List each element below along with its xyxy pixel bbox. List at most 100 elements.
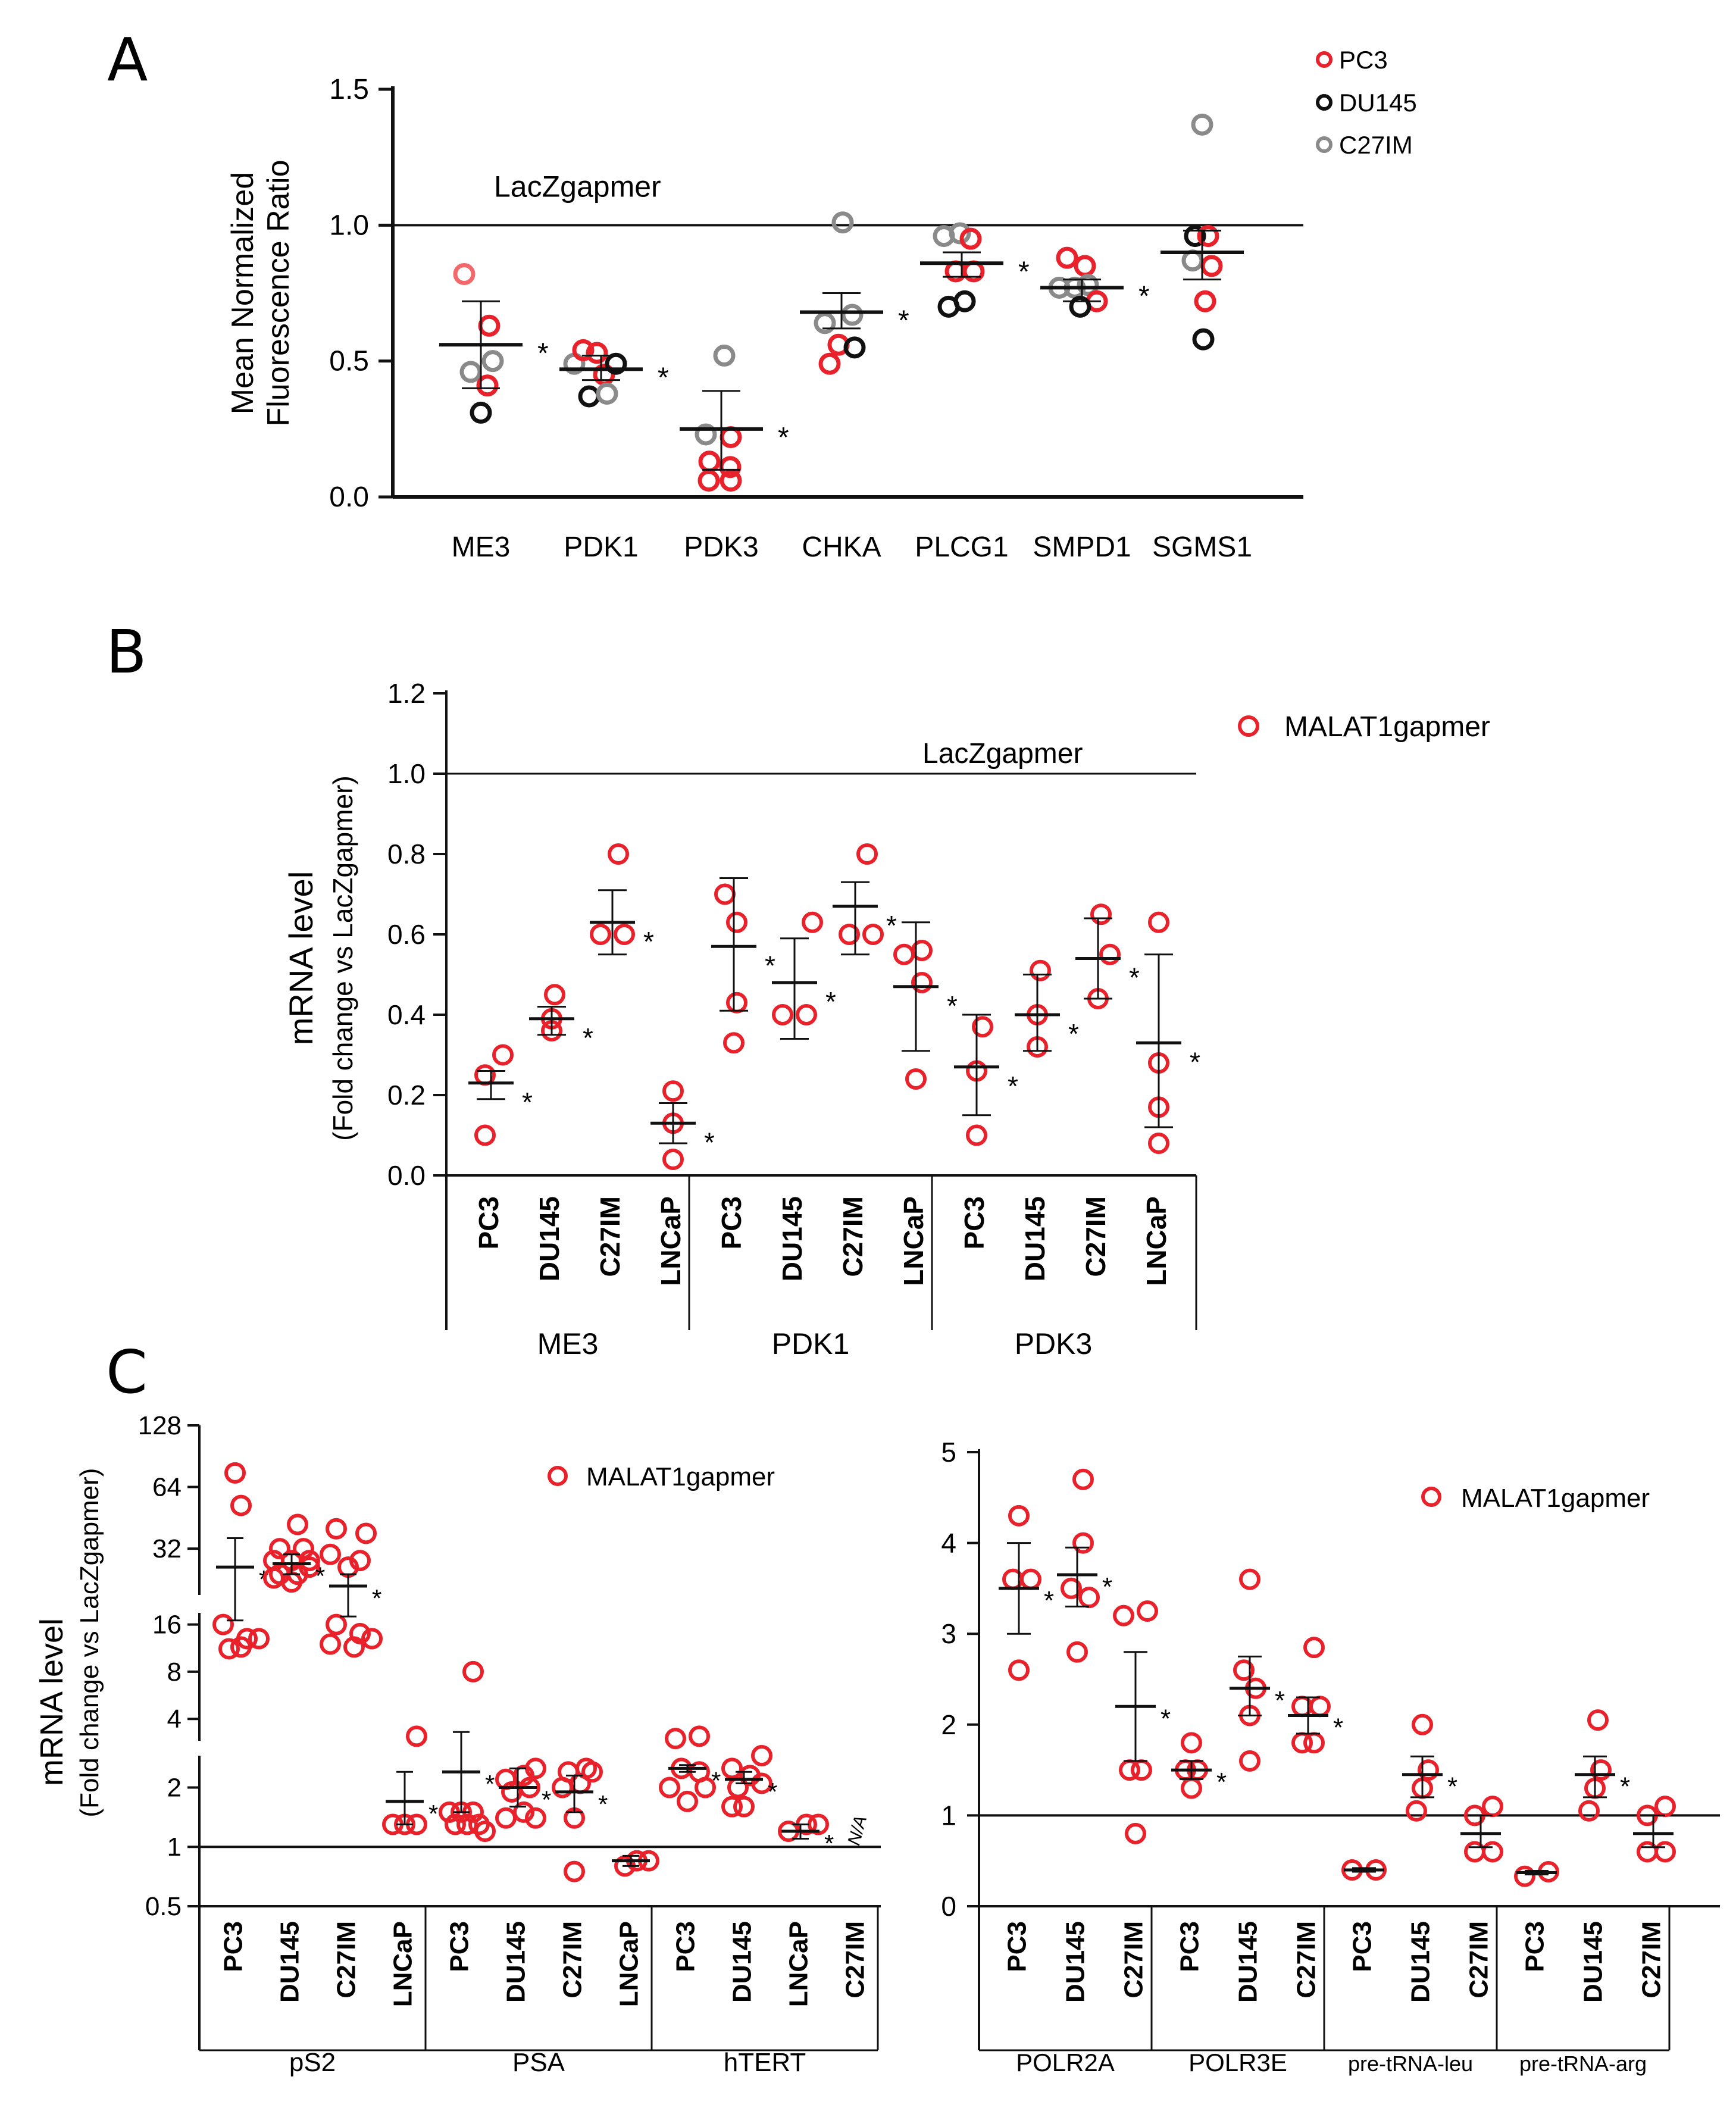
panel-c-left-ytick-label-5: 16 bbox=[152, 1610, 182, 1640]
panel-a-point-sgms1-0 bbox=[1191, 113, 1213, 136]
panel-b-pdk1-lncap-xtick-label: LNCaP bbox=[898, 1196, 929, 1286]
panel-a-legend-marker-pc3 bbox=[1316, 51, 1333, 68]
panel-c-left-psa-pc3-star: * bbox=[485, 1770, 495, 1798]
panel-c-right-polr3e-pc3-point-0 bbox=[1181, 1732, 1202, 1754]
panel-c-left-htert-pc3-point-1 bbox=[689, 1725, 710, 1747]
panel-a-ytick-label-2: 1.0 bbox=[329, 209, 369, 241]
panel-b-legend-label: MALAT1gapmer bbox=[1284, 711, 1490, 743]
panel-b-me3-c27im-star: * bbox=[643, 926, 654, 957]
panel-c-left-ytick-label-0: 0.5 bbox=[145, 1892, 182, 1921]
panel-b-me3-du145-point-0 bbox=[544, 984, 565, 1006]
panel-a-point-sgms1-1 bbox=[1184, 225, 1206, 248]
panel-b-pdk1-pc3-point-1 bbox=[726, 911, 747, 933]
panel-a-point-me3-2 bbox=[481, 350, 504, 373]
panel-c-left-ps2-du145-xtick-label: DU145 bbox=[276, 1921, 305, 2003]
panel-c-left-ps2-lncap-point-0 bbox=[406, 1725, 427, 1747]
panel-b-ylabel-line2: (Fold change vs LacZgapmer) bbox=[327, 775, 358, 1141]
panel-c-left-ps2-c27im-point-8 bbox=[343, 1636, 365, 1658]
panel-a-group-smpd1: * bbox=[1040, 246, 1150, 318]
panel-c-left-psa-pc3-point-7 bbox=[474, 1820, 496, 1842]
panel-b-me3-pc3-xtick-label: PC3 bbox=[473, 1196, 504, 1249]
panel-a-star-pdk1: * bbox=[658, 362, 669, 393]
panel-c-right-pre-trna-leu-du145-point-3 bbox=[1406, 1800, 1427, 1822]
panel-b-pdk3-lncap-point-0 bbox=[1148, 911, 1169, 933]
panel-c-right-polr3e-du145-point-0 bbox=[1239, 1568, 1260, 1590]
panel-c-left-ps2-du145-point-5 bbox=[299, 1550, 320, 1572]
panel-c-left-ps2-lncap-xtick-label: LNCaP bbox=[389, 1921, 418, 2007]
panel-c-left-htert-du145-xtick-label: DU145 bbox=[728, 1921, 757, 2003]
panel-c-right-pre-trna-arg-du145-xtick-label: DU145 bbox=[1579, 1921, 1608, 2003]
panel-a-point-plcg1-1 bbox=[949, 222, 971, 245]
panel-b-chart: 0.0 0.2 0.4 0.6 0.8 1.0 1.2 mRNA level (Fold cha… bbox=[282, 678, 1490, 1360]
panel-a-point-chka-4 bbox=[843, 336, 866, 359]
panel-a-point-me3-1 bbox=[459, 361, 482, 383]
panel-a-point-me3-4 bbox=[470, 401, 492, 424]
panel-a-xtick-label-pdk3: PDK3 bbox=[684, 531, 758, 563]
panel-b-me3-c27im-point-0 bbox=[608, 843, 629, 865]
panel-a-reference-label: LacZgapmer bbox=[494, 170, 661, 203]
panel-b-pdk3-pc3-point-2 bbox=[966, 1124, 987, 1146]
panel-a-xtick-label-me3: ME3 bbox=[452, 531, 511, 563]
panel-c-right-group-label-polr3e: POLR3E bbox=[1188, 2048, 1287, 2076]
panel-c-right-pre-trna-arg-du145-star: * bbox=[1620, 1772, 1630, 1802]
panel-c-left-htert-du145-point-5 bbox=[733, 1796, 755, 1818]
panel-b-pdk1-c27im-xtick-label: C27IM bbox=[837, 1196, 868, 1277]
panel-c-left-ps2-c27im-star: * bbox=[372, 1584, 381, 1612]
panel-c-left-htert-du145-point-1 bbox=[721, 1757, 743, 1779]
panel-b-pdk3-du145-point-0 bbox=[1030, 959, 1051, 981]
panel-c-left-ps2-pc3-point-4 bbox=[218, 1638, 240, 1660]
panel-c-right-polr3e-du145-point-4 bbox=[1239, 1750, 1260, 1772]
panel-c-right-polr2a-c27im-point-1 bbox=[1137, 1600, 1158, 1622]
panel-c-left-legend-marker bbox=[548, 1466, 568, 1486]
panel-b-pdk3-du145-xtick-label: DU145 bbox=[1019, 1196, 1050, 1281]
panel-c-left-group-label-htert: hTERT bbox=[724, 2048, 806, 2077]
panel-a-point-smpd1-6 bbox=[1069, 295, 1091, 318]
panel-b-pdk1-pc3-xtick-label: PC3 bbox=[716, 1196, 747, 1249]
panel-c-left-psa-du145-point-4 bbox=[501, 1781, 523, 1803]
panel-c-right-pre-trna-leu-du145-xtick-label: DU145 bbox=[1406, 1921, 1435, 2003]
panel-c-left-ytick-label-4: 8 bbox=[167, 1657, 182, 1687]
panel-b-pdk3-du145-star: * bbox=[1068, 1018, 1079, 1049]
panel-c-left-ylabel-line2: (Fold change vs LacZgapmer) bbox=[75, 1468, 104, 1818]
panel-a-point-me3-0 bbox=[453, 263, 476, 286]
panel-c-right-group-polr2a: * PC3 * DU145 * C27IM bbox=[999, 1468, 1171, 2003]
panel-c-left-htert-c27im-xtick-label: C27IM bbox=[841, 1921, 870, 1998]
panel-b-me3-c27im-point-2 bbox=[614, 924, 635, 945]
panel-b-legend-marker bbox=[1238, 715, 1259, 737]
panel-b-pdk1-du145-star: * bbox=[825, 986, 836, 1017]
panel-c-left-ytick-label-3: 4 bbox=[167, 1704, 182, 1734]
panel-c-right-pre-trna-arg-c27im-point-3 bbox=[1654, 1841, 1676, 1863]
panel-label-c: C bbox=[106, 1337, 148, 1407]
panel-c-left-ytick-label-6: 32 bbox=[152, 1534, 182, 1563]
panel-a-ytick-label-1: 0.5 bbox=[329, 346, 369, 377]
panel-c-right-ytick-label-1: 1 bbox=[941, 1800, 956, 1831]
panel-c-left-ps2-du145-star: * bbox=[315, 1562, 325, 1590]
panel-c-right-polr2a-c27im-point-3 bbox=[1131, 1759, 1152, 1781]
panel-c-right-polr2a-c27im-point-0 bbox=[1113, 1605, 1134, 1627]
panel-a-point-pdk1-1 bbox=[572, 339, 595, 361]
panel-c-right-polr3e-pc3-xtick-label: PC3 bbox=[1175, 1921, 1205, 1972]
panel-b-pdk1-lncap-point-0 bbox=[893, 943, 915, 965]
panel-c-right-pre-trna-arg-pc3-xtick-label: PC3 bbox=[1521, 1921, 1550, 1972]
panel-c-left-htert-c27im-na-label: N/A bbox=[844, 1813, 871, 1847]
panel-c-right-pre-trna-arg-du145-point-1 bbox=[1590, 1759, 1612, 1781]
panel-b-pdk1-pc3-star: * bbox=[765, 950, 775, 981]
panel-c-right-group-label-polr2a: POLR2A bbox=[1016, 2048, 1115, 2076]
panel-c-left-htert-pc3-xtick-label: PC3 bbox=[671, 1921, 700, 1972]
panel-c-left-ps2-pc3-point-1 bbox=[230, 1494, 252, 1516]
panel-b-pdk1-lncap-point-2 bbox=[911, 972, 933, 993]
panel-c-right-pre-trna-arg-pc3-point-0 bbox=[1514, 1865, 1535, 1887]
panel-b-pdk1-lncap-point-1 bbox=[911, 940, 933, 961]
panel-a-group-sgms1 bbox=[1161, 113, 1244, 351]
panel-c-right-group-label-pre-trna-arg: pre-tRNA-arg bbox=[1519, 2051, 1647, 2076]
panel-a-ylabel-line1: Mean Normalized bbox=[226, 172, 260, 415]
panel-c-right-ytick-label-2: 2 bbox=[941, 1709, 956, 1740]
panel-c-left-ps2-c27im-point-2 bbox=[320, 1543, 341, 1565]
panel-b-ytick-label-6: 1.2 bbox=[387, 678, 426, 709]
panel-b-ytick-label-3: 0.6 bbox=[387, 919, 426, 950]
panel-c-left-psa-du145-point-7 bbox=[525, 1807, 546, 1829]
panel-c-left-psa-c27im-xtick-label: C27IM bbox=[558, 1921, 587, 1998]
panel-c-left-psa-du145-xtick-label: DU145 bbox=[502, 1921, 531, 2003]
panel-a-point-plcg1-6 bbox=[953, 290, 976, 312]
